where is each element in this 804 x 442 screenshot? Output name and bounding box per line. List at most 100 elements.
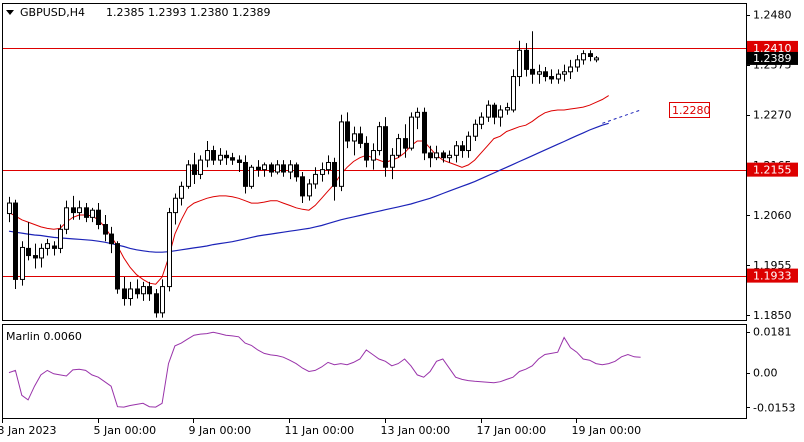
candle-63 (409, 112, 414, 151)
candle-85 (549, 69, 554, 84)
collapse-triangle-icon[interactable] (6, 10, 14, 15)
candle-65 (422, 107, 427, 161)
bull-candle-body (307, 183, 312, 197)
candle-72 (466, 131, 471, 158)
bull-candle-body (466, 135, 471, 152)
candle-14 (96, 203, 101, 230)
level-label-text: 1.2410 (753, 42, 792, 55)
blue-moving-average (8, 109, 641, 253)
bear-candle-body (13, 202, 18, 280)
blue-ma-projection (602, 109, 641, 124)
blue-ma-line (8, 122, 609, 253)
level-label-1: 1.2155 (747, 162, 798, 177)
bull-candle-body (320, 169, 325, 175)
candle-32 (211, 145, 216, 165)
indicator-tick-label: 0.0181 (753, 326, 792, 339)
candle-55 (358, 126, 363, 149)
target-label-box (669, 102, 710, 118)
candle-31 (205, 140, 210, 168)
bear-candle-body (211, 150, 216, 161)
bear-candle-body (237, 159, 242, 163)
candle-68 (441, 150, 446, 163)
candle-58 (377, 121, 382, 156)
candle-2 (20, 241, 25, 286)
bear-candle-body (524, 49, 529, 70)
bull-candle-body (77, 207, 82, 214)
bear-candle-body (147, 286, 152, 295)
candle-82 (530, 31, 535, 84)
candle-35 (230, 152, 235, 165)
candle-49 (320, 162, 325, 182)
candle-1 (13, 199, 18, 289)
level-label-0: 1.2410 (747, 40, 798, 55)
bear-candle-body (428, 152, 433, 159)
bear-candle-body (332, 161, 337, 187)
bull-candle-body (7, 202, 12, 215)
bear-candle-body (294, 164, 299, 178)
candle-76 (492, 102, 497, 125)
bull-candle-body (313, 173, 318, 185)
current-price-label: 1.2389 (753, 52, 792, 65)
candle-7 (52, 241, 57, 256)
level-label-box (747, 40, 798, 55)
candle-56 (364, 136, 369, 168)
candle-43 (281, 160, 286, 177)
bear-candle-body (243, 161, 248, 187)
candle-79 (511, 69, 516, 113)
price-tick-label: 1.2270 (753, 109, 792, 122)
time-label: 5 Jan 00:00 (94, 424, 157, 437)
candle-28 (186, 160, 191, 189)
bear-candle-body (364, 142, 369, 161)
candle-52 (339, 114, 344, 192)
bull-candle-body (128, 288, 133, 300)
candle-4 (33, 243, 38, 269)
candle-71 (460, 140, 465, 158)
bull-candle-body (377, 126, 382, 152)
bear-candle-body (84, 207, 89, 218)
bull-candle-body (45, 243, 50, 249)
bull-candle-body (173, 197, 178, 214)
bull-candle-body (326, 161, 331, 171)
bull-candle-body (288, 164, 293, 173)
candle-45 (294, 162, 299, 182)
bear-candle-body (588, 53, 593, 58)
candle-91 (588, 50, 593, 62)
candle-22 (147, 281, 152, 301)
indicator-label: Marlin 0.0060 (6, 330, 82, 343)
candle-59 (383, 117, 388, 177)
candle-84 (543, 67, 548, 82)
bear-candle-body (460, 145, 465, 152)
horizontal-levels[interactable] (3, 48, 746, 277)
candle-3 (26, 222, 31, 261)
candle-23 (154, 288, 159, 318)
candle-75 (486, 100, 491, 122)
candle-6 (45, 238, 50, 256)
bear-candle-body (230, 157, 235, 161)
red-ma-line (8, 95, 609, 285)
candle-89 (575, 55, 580, 72)
bear-candle-body (269, 164, 274, 173)
price-tick-label: 1.1850 (753, 309, 792, 322)
bull-candle-body (537, 71, 542, 75)
target-label-text: 1.2280 (672, 104, 711, 117)
candle-44 (288, 160, 293, 180)
bear-candle-body (256, 166, 261, 171)
time-label: 11 Jan 00:00 (285, 424, 355, 437)
candle-34 (224, 150, 229, 165)
bear-candle-body (492, 104, 497, 118)
candle-77 (498, 105, 503, 127)
candle-69 (447, 150, 452, 163)
candle-87 (562, 64, 567, 82)
bull-candle-body (511, 76, 516, 111)
candle-67 (434, 145, 439, 161)
bull-candle-body (473, 123, 478, 137)
candle-80 (517, 40, 522, 87)
price-tick-label: 1.2480 (753, 9, 792, 22)
candle-19 (128, 281, 133, 306)
bull-candle-body (90, 209, 95, 218)
bear-candle-body (281, 164, 286, 173)
candle-47 (307, 179, 312, 201)
candle-57 (371, 143, 376, 170)
candle-66 (428, 145, 433, 168)
